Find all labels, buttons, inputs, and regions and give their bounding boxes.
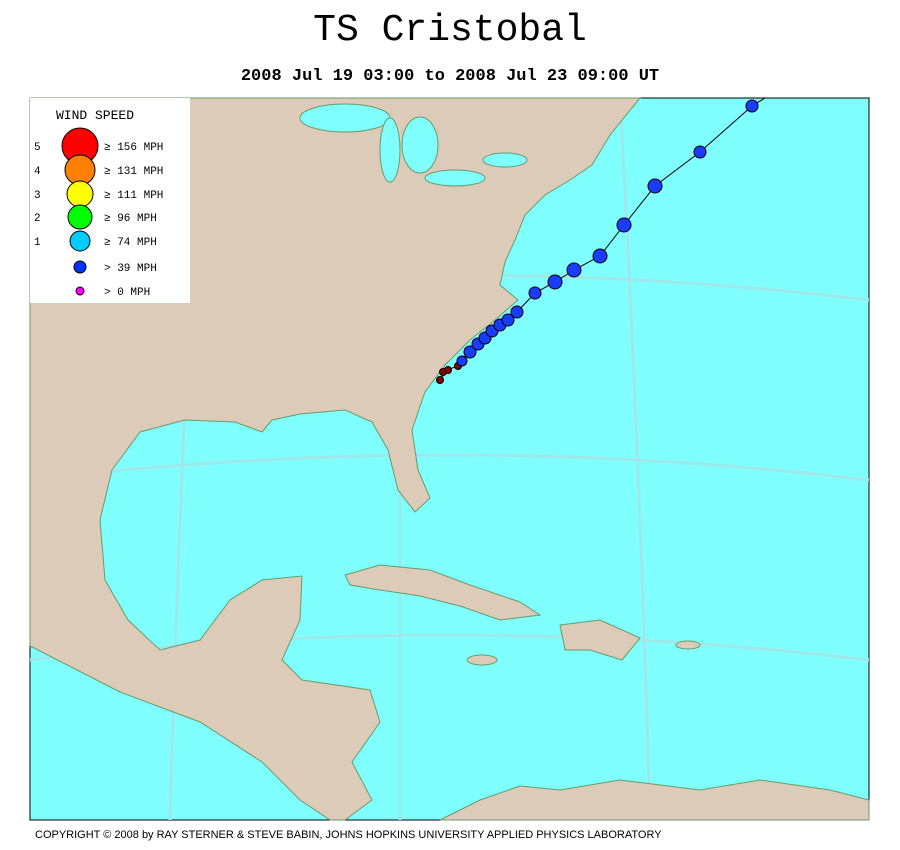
legend-swatch — [73, 260, 87, 274]
map: WIND SPEED 5 ≥ 156 MPH 4 ≥ 131 MPH 3 ≥ 111 MP… — [29, 97, 870, 821]
legend-swatch — [69, 230, 91, 252]
cuba — [344, 564, 542, 621]
legend-label: > 0 MPH — [104, 287, 150, 299]
legend-label: > 39 MPH — [104, 263, 157, 275]
great-lakes — [299, 103, 528, 187]
storm-track — [436, 97, 766, 384]
legend-label: ≥ 74 MPH — [104, 237, 157, 249]
copyright: COPYRIGHT © 2008 by RAY STERNER & STEVE … — [35, 829, 662, 841]
legend-label: ≥ 111 MPH — [104, 190, 163, 202]
title: TS Cristobal — [313, 9, 587, 52]
legend-title: WIND SPEED — [56, 108, 134, 123]
south-america — [439, 779, 870, 821]
legend-category: 1 — [34, 237, 41, 249]
track-points-storm — [456, 99, 759, 367]
hispaniola — [559, 619, 641, 661]
legend-category: 4 — [34, 166, 41, 178]
legend-label: ≥ 96 MPH — [104, 213, 157, 225]
subtitle: 2008 Jul 19 03:00 to 2008 Jul 23 09:00 U… — [241, 67, 659, 86]
legend-swatch — [75, 286, 85, 296]
legend-category: 5 — [34, 142, 41, 154]
legend-label: ≥ 156 MPH — [104, 142, 163, 154]
puerto-rico — [675, 640, 701, 650]
legend-label: ≥ 131 MPH — [104, 166, 163, 178]
legend-category: 2 — [34, 213, 41, 225]
legend-swatch — [66, 180, 94, 208]
legend-box — [30, 98, 190, 303]
legend-category: 3 — [34, 190, 41, 202]
legend: WIND SPEED 5 ≥ 156 MPH 4 ≥ 131 MPH 3 ≥ 111 MP… — [30, 98, 190, 303]
jamaica — [466, 654, 498, 666]
legend-swatch — [67, 204, 93, 230]
